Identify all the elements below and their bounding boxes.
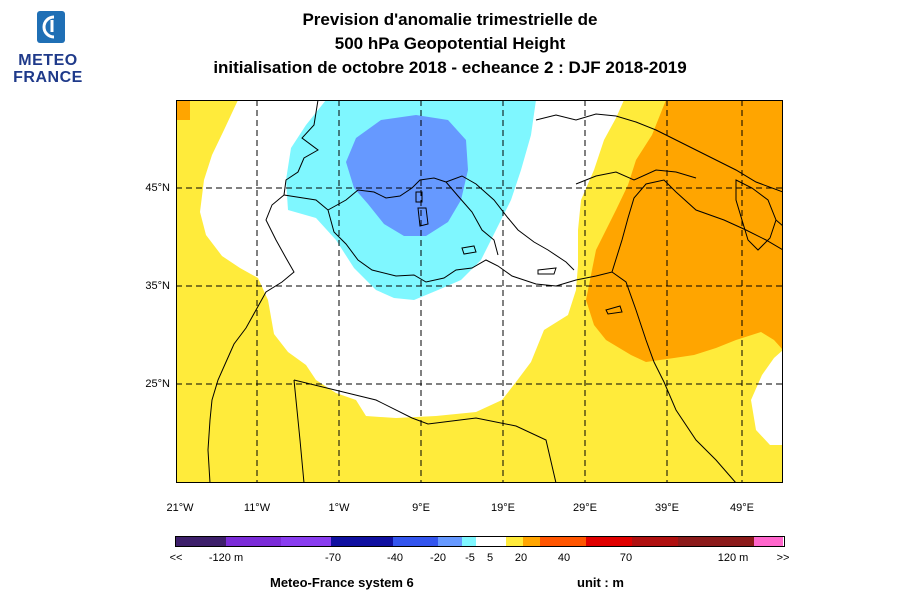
lon-label-39e: 39°E: [655, 502, 679, 514]
meteo-france-logo-icon: [37, 11, 65, 43]
model-system-label: Meteo-France system 6: [270, 575, 414, 590]
lon-label-9e: 9°E: [412, 502, 430, 514]
colorbar-label: -40: [387, 552, 403, 564]
meteo-france-logo: METEO FRANCE: [8, 8, 88, 94]
colorbar-label: 70: [619, 552, 633, 564]
colorbar-label: -20: [430, 552, 446, 564]
logo-text-line1: METEO: [18, 52, 78, 69]
colorbar-seg: [632, 537, 678, 546]
title-line-2: 500 hPa Geopotential Height: [334, 34, 566, 53]
anomaly-region-orange-corner: [176, 100, 190, 120]
colorbar-seg: [176, 537, 226, 546]
lat-label-45n: 45°N: [145, 182, 170, 194]
colorbar-seg: [678, 537, 754, 546]
anomaly-region-neutral-east: [751, 350, 783, 445]
colorbar-seg: [226, 537, 281, 546]
colorbar-seg: [476, 537, 506, 546]
colorbar: [175, 536, 785, 547]
title-line-1: Prevision d'anomalie trimestrielle de: [302, 10, 598, 29]
colorbar-label: -120 m: [208, 552, 244, 564]
colorbar-label: -5: [465, 552, 475, 564]
colorbar-seg: [506, 537, 523, 546]
lon-label-19e: 19°E: [491, 502, 515, 514]
colorbar-seg: [281, 537, 331, 546]
anomaly-map-svg: [176, 100, 783, 483]
lat-lon-grid: [176, 100, 783, 483]
colorbar-seg: [540, 537, 586, 546]
colorbar-label-min: <<: [169, 552, 183, 564]
colorbar-label: 120 m: [717, 552, 749, 564]
colorbar-label: 40: [557, 552, 571, 564]
islands: [415, 191, 623, 315]
lon-label-21w: 21°W: [166, 502, 194, 514]
title-line-3: initialisation de octobre 2018 - echeanc…: [213, 58, 687, 77]
map-title: Prevision d'anomalie trimestrielle de 50…: [140, 8, 760, 80]
anomaly-map: [176, 100, 783, 483]
unit-label: unit : m: [577, 575, 624, 590]
lon-label-1w: 1°W: [328, 502, 350, 514]
lon-label-11w: 11°W: [243, 502, 271, 514]
colorbar-seg: [462, 537, 476, 546]
colorbar-label: 5: [486, 552, 494, 564]
colorbar-label: -70: [325, 552, 341, 564]
anomaly-region-orange: [586, 100, 783, 362]
coastlines: [207, 100, 783, 483]
lat-label-25n: 25°N: [145, 378, 170, 390]
colorbar-label-max: >>: [776, 552, 790, 564]
colorbar-seg: [586, 537, 632, 546]
anomaly-region-blue: [346, 115, 468, 236]
colorbar-label: 20: [514, 552, 528, 564]
colorbar-seg: [754, 537, 783, 546]
lon-label-49e: 49°E: [730, 502, 754, 514]
map-frame: [176, 100, 783, 483]
colorbar-seg: [331, 537, 393, 546]
logo-text-line2: FRANCE: [13, 69, 83, 86]
colorbar-seg: [438, 537, 462, 546]
colorbar-seg: [393, 537, 438, 546]
colorbar-seg: [523, 537, 540, 546]
lon-label-29e: 29°E: [573, 502, 597, 514]
lat-label-35n: 35°N: [145, 280, 170, 292]
